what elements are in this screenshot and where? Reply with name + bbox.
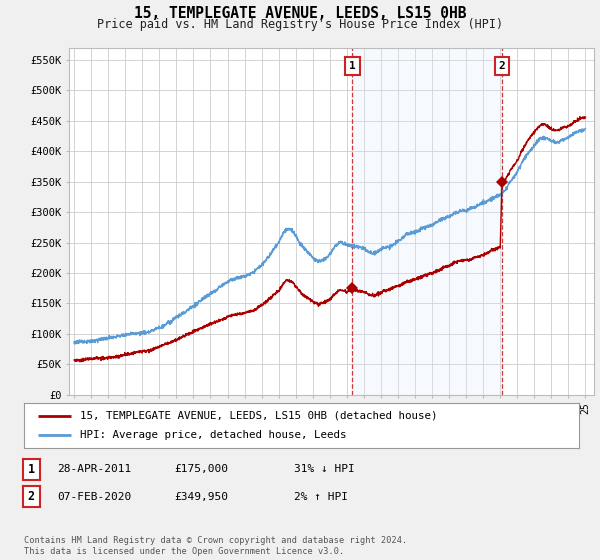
Text: 15, TEMPLEGATE AVENUE, LEEDS, LS15 0HB: 15, TEMPLEGATE AVENUE, LEEDS, LS15 0HB [134, 6, 466, 21]
Text: £349,950: £349,950 [174, 492, 228, 502]
Text: 15, TEMPLEGATE AVENUE, LEEDS, LS15 0HB (detached house): 15, TEMPLEGATE AVENUE, LEEDS, LS15 0HB (… [79, 410, 437, 421]
Text: 2: 2 [28, 490, 35, 503]
Text: 2: 2 [499, 61, 505, 71]
Text: Price paid vs. HM Land Registry's House Price Index (HPI): Price paid vs. HM Land Registry's House … [97, 18, 503, 31]
Text: 07-FEB-2020: 07-FEB-2020 [57, 492, 131, 502]
Text: 28-APR-2011: 28-APR-2011 [57, 464, 131, 474]
Text: £175,000: £175,000 [174, 464, 228, 474]
Text: 31% ↓ HPI: 31% ↓ HPI [294, 464, 355, 474]
Text: 2% ↑ HPI: 2% ↑ HPI [294, 492, 348, 502]
Text: HPI: Average price, detached house, Leeds: HPI: Average price, detached house, Leed… [79, 431, 346, 441]
Text: 1: 1 [349, 61, 356, 71]
Bar [352, 48, 502, 395]
Text: 1: 1 [28, 463, 35, 476]
Text: Contains HM Land Registry data © Crown copyright and database right 2024.
This d: Contains HM Land Registry data © Crown c… [24, 536, 407, 556]
